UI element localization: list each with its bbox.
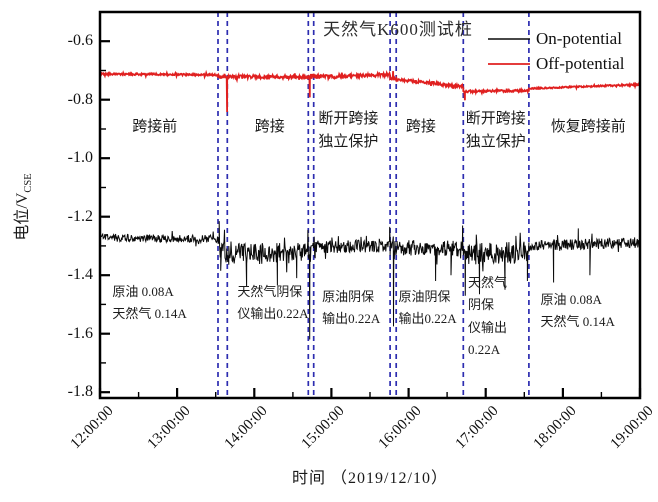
plot-border: [98, 10, 642, 400]
on-potential-line: [99, 221, 641, 340]
off-potential-line: [99, 69, 641, 113]
